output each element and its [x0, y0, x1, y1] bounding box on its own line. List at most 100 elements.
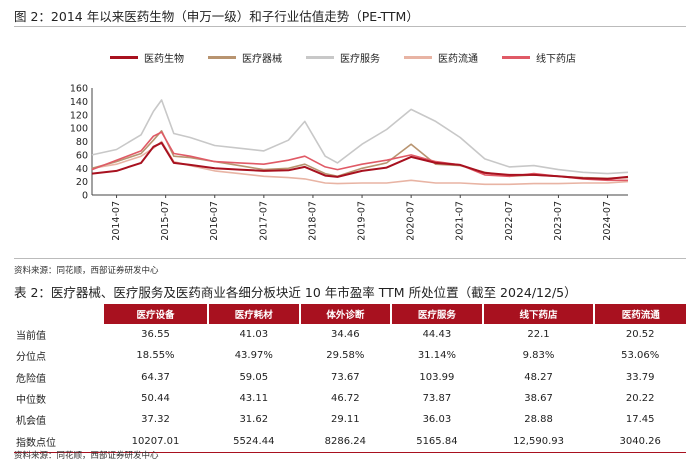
table-cell: 44.43 — [422, 329, 452, 341]
row-label: 机会值 — [16, 416, 46, 428]
x-tick-label: 2017-07 — [258, 201, 269, 241]
row-label: 中位数 — [16, 395, 46, 407]
table-cell: 5524.44 — [207, 430, 300, 453]
table-cell: 31.62 — [239, 414, 269, 426]
legend-swatch — [404, 56, 432, 59]
table-cell: 46.72 — [331, 393, 360, 405]
x-tick-label: 2016-07 — [209, 201, 220, 241]
table-cell: 50.44 — [141, 393, 170, 405]
table-header-row: 医疗设备 医疗耗材 体外诊断 医疗服务 线下药店 医药流通 — [14, 304, 686, 324]
table-row: 机会值 37.32 31.62 29.11 36.03 28.88 17.45 — [14, 409, 686, 430]
table-cell: 73.87 — [422, 393, 452, 405]
figure-source: 资料来源：同花顺，西部证券研发中心 — [14, 266, 159, 276]
chart-legend: 医药生物 医疗器械 医疗服务 医药流通 线下药店 — [110, 50, 576, 65]
series-line — [91, 131, 628, 182]
header-cell: 医疗耗材 — [206, 304, 300, 324]
row-label: 指数点位 — [14, 430, 103, 453]
table-cell: 17.45 — [625, 414, 655, 426]
legend-item: 医药流通 — [404, 50, 478, 65]
table-cell: 43.11 — [239, 393, 269, 405]
header-cell: 线下药店 — [481, 304, 595, 324]
table-cell: 22.1 — [527, 329, 550, 341]
header-cell: 医疗设备 — [102, 304, 208, 324]
table-cell: 59.05 — [239, 371, 269, 383]
table-cell: 53.06% — [621, 350, 660, 362]
table-row: 中位数 50.44 43.11 46.72 73.87 38.67 20.22 — [14, 388, 686, 409]
table-cell: 10207.01 — [103, 430, 208, 453]
table-cell: 41.03 — [239, 329, 269, 341]
y-tick-label: 120 — [70, 110, 88, 121]
legend-item: 医疗服务 — [306, 50, 380, 65]
y-tick-label: 140 — [70, 97, 88, 108]
y-tick-label: 100 — [70, 124, 88, 135]
x-tick-label: 2019-07 — [357, 201, 368, 241]
legend-swatch — [110, 56, 138, 59]
header-cell: 医药流通 — [593, 304, 686, 324]
table-cell: 20.22 — [625, 393, 655, 405]
header-blank — [14, 304, 103, 324]
table-source: 资料来源：同花顺，西部证券研发中心 — [14, 451, 159, 461]
row-label: 分位点 — [16, 352, 46, 364]
figure-title: 图 2：2014 年以来医药生物（申万一级）和子行业估值走势（PE-TTM） — [14, 9, 419, 24]
table-title: 表 2：医疗器械、医疗服务及医药商业各细分板块近 10 年市盈率 TTM 所处位… — [14, 285, 577, 300]
x-tick-label: 2021-07 — [455, 201, 466, 241]
row-label: 当前值 — [16, 331, 46, 343]
table-cell: 20.52 — [625, 329, 655, 341]
x-tick-label: 2023-07 — [553, 201, 564, 241]
legend-label: 医药流通 — [438, 54, 478, 65]
table-cell: 31.14% — [417, 350, 456, 362]
series-line — [91, 141, 629, 180]
table-cell: 64.37 — [141, 371, 170, 383]
table-row: 分位点 18.55% 43.97% 29.58% 31.14% 9.83% 53.06% — [14, 345, 686, 366]
y-tick-label: 20 — [76, 177, 88, 188]
table-row: 指数点位 10207.01 5524.44 8286.24 5165.84 12,590.… — [14, 430, 686, 453]
legend-label: 医疗器械 — [242, 54, 282, 65]
x-tick-label: 2015-07 — [160, 201, 171, 241]
x-tick-label: 2020-07 — [406, 201, 417, 241]
table-cell: 73.67 — [331, 371, 360, 383]
legend-swatch — [306, 56, 334, 59]
row-label: 危险值 — [16, 373, 46, 385]
table-cell: 33.79 — [625, 371, 655, 383]
table-row: 当前值 36.55 41.03 34.46 44.43 22.1 20.52 — [14, 324, 686, 345]
series-line — [91, 99, 629, 175]
table-cell: 36.55 — [141, 329, 170, 341]
chart-bottom-rule — [14, 258, 686, 259]
legend-label: 医药生物 — [144, 54, 184, 65]
table-cell: 37.32 — [141, 414, 170, 426]
table-cell: 103.99 — [419, 371, 455, 383]
table-cell: 8286.24 — [299, 430, 392, 453]
pe-chart: 0 20 40 60 80 100 120 140 160 2014-07 2015-07 2016-… — [70, 84, 629, 241]
legend-label: 线下药店 — [536, 54, 576, 65]
table-cell: 9.83% — [522, 350, 555, 362]
table-cell: 48.27 — [524, 371, 553, 383]
y-tick-label: 80 — [76, 137, 88, 148]
x-tick-label: 2014-07 — [111, 201, 122, 241]
legend-item: 线下药店 — [502, 50, 576, 65]
table-cell: 29.58% — [326, 350, 365, 362]
y-tick-label: 160 — [70, 84, 88, 95]
table-cell: 43.97% — [234, 350, 273, 362]
header-cell: 医疗服务 — [390, 304, 483, 324]
legend-swatch — [208, 56, 236, 59]
title-rule — [14, 26, 686, 27]
table-row: 危险值 64.37 59.05 73.67 103.99 48.27 33.79 — [14, 367, 686, 388]
y-tick-label: 40 — [76, 164, 88, 175]
table-cell: 34.46 — [331, 329, 360, 341]
table-cell: 3040.26 — [594, 430, 686, 453]
series-line — [91, 140, 629, 186]
table-cell: 5165.84 — [391, 430, 483, 453]
table-cell: 12,590.93 — [482, 430, 595, 453]
legend-item: 医药生物 — [110, 50, 184, 65]
x-tick-label: 2024-07 — [602, 201, 613, 241]
legend-item: 医疗器械 — [208, 50, 282, 65]
x-tick-label: 2018-07 — [307, 201, 318, 241]
legend-swatch — [502, 56, 530, 59]
table-cell: 38.67 — [524, 393, 553, 405]
table-cell: 28.88 — [524, 414, 553, 426]
y-tick-label: 60 — [76, 150, 88, 161]
legend-label: 医疗服务 — [340, 54, 380, 65]
pe-position-table: 医疗设备 医疗耗材 体外诊断 医疗服务 线下药店 医药流通 当前值 36.55 41… — [14, 304, 686, 453]
table-cell: 18.55% — [136, 350, 175, 362]
y-tick-label: 0 — [82, 191, 88, 202]
